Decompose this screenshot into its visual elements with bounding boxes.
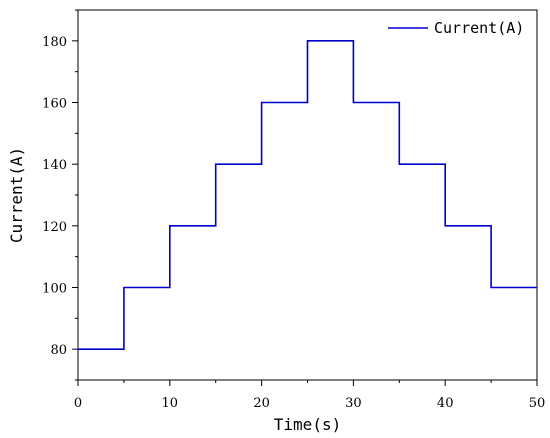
x-tick-label: 0 [74, 396, 82, 411]
y-tick-label: 100 [42, 282, 67, 297]
x-axis-title: Time(s) [274, 415, 341, 434]
current-series-line [78, 40, 537, 350]
y-tick-label: 180 [42, 35, 67, 50]
y-axis-title: Current(A) [7, 147, 26, 243]
x-tick-label: 20 [253, 396, 270, 411]
x-tick-label: 10 [162, 396, 179, 411]
legend-label: Current(A) [434, 19, 524, 37]
y-tick-label: 140 [42, 158, 67, 173]
series-layer [78, 40, 537, 350]
x-tick-label: 40 [437, 396, 454, 411]
x-tick-label: 30 [345, 396, 362, 411]
y-axis-ticks: 80 100 120 140 160 180 [42, 9, 78, 381]
y-tick-label: 80 [50, 343, 67, 358]
legend: Current(A) [388, 19, 524, 37]
y-tick-label: 120 [42, 220, 67, 235]
x-tick-label: 50 [529, 396, 546, 411]
x-axis-ticks: 0 10 20 30 40 50 [74, 380, 545, 411]
y-tick-label: 160 [42, 97, 67, 112]
